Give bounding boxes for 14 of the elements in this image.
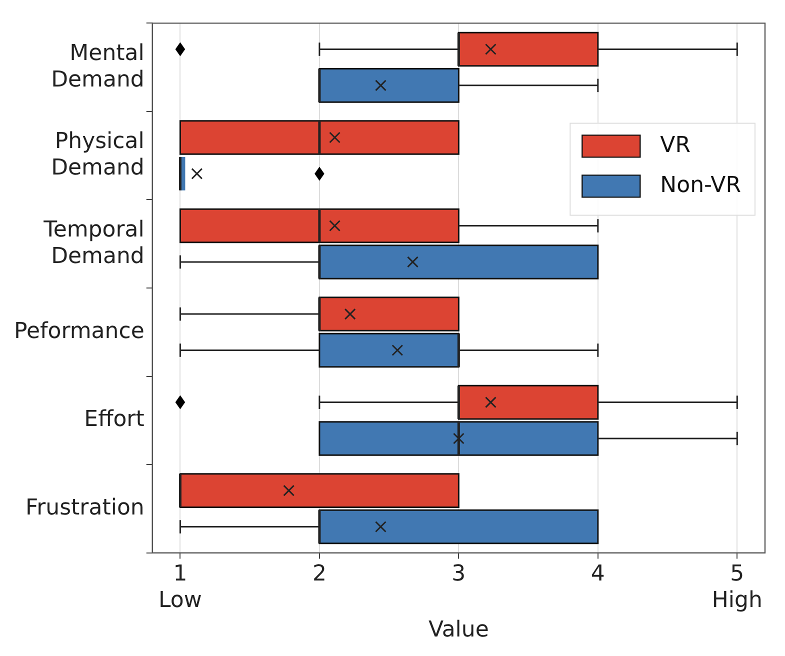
y-tick-label: Temporal Demand bbox=[42, 217, 144, 269]
y-tick-label: Effort bbox=[84, 407, 145, 432]
x-tick-label: 5 High bbox=[712, 562, 762, 614]
x-tick-label: 2 bbox=[312, 562, 326, 587]
y-tick-label: Mental Demand bbox=[51, 40, 144, 92]
legend-label: VR bbox=[660, 132, 690, 158]
x-axis-title: Value bbox=[428, 618, 489, 643]
x-tick-label: 3 bbox=[452, 562, 466, 587]
y-tick-label: Physical Demand bbox=[51, 129, 144, 181]
x-tick-label: 4 bbox=[590, 562, 605, 587]
y-tick-label: Peformance bbox=[14, 318, 144, 344]
x-tick-label: 1 Low bbox=[158, 562, 202, 614]
legend-label: Non-VR bbox=[660, 172, 742, 198]
y-tick-label: Frustration bbox=[26, 495, 144, 520]
